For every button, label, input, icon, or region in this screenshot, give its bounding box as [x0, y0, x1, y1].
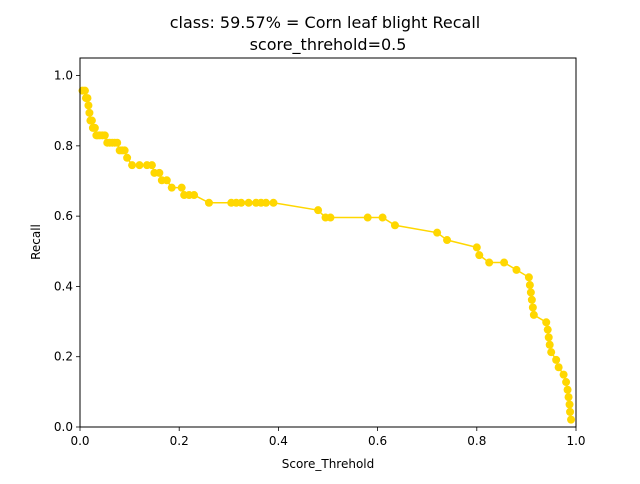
data-point — [512, 265, 521, 274]
data-point — [524, 273, 533, 282]
data-point — [177, 183, 186, 192]
data-point — [443, 236, 452, 245]
data-point — [80, 86, 89, 95]
x-tick-label: 0.0 — [70, 434, 89, 448]
data-point — [544, 333, 553, 342]
data-point — [204, 198, 213, 207]
data-point — [554, 363, 563, 372]
data-point — [269, 198, 278, 207]
data-point — [500, 258, 509, 267]
data-point — [162, 176, 171, 185]
data-point — [123, 153, 132, 162]
data-point — [545, 340, 554, 349]
data-point — [84, 101, 93, 110]
data-point — [314, 206, 323, 215]
data-point — [363, 213, 372, 222]
data-point — [167, 183, 176, 192]
chart-subtitle: score_threhold=0.5 — [250, 35, 407, 55]
data-point — [567, 415, 576, 424]
y-tick-label: 0.8 — [54, 139, 73, 153]
data-point — [565, 400, 574, 409]
data-point — [527, 295, 536, 304]
x-tick-label: 0.8 — [467, 434, 486, 448]
data-point — [475, 251, 484, 260]
data-point — [326, 213, 335, 222]
data-point — [237, 198, 246, 207]
y-tick-label: 0.0 — [54, 420, 73, 434]
y-tick-label: 0.4 — [54, 279, 73, 293]
data-point — [542, 318, 551, 327]
y-tick-label: 0.2 — [54, 350, 73, 364]
y-tick-label: 1.0 — [54, 69, 73, 83]
data-points — [78, 86, 576, 424]
plot-frame — [79, 57, 577, 428]
data-point — [529, 310, 538, 319]
data-point — [100, 131, 109, 140]
x-axis-label: Score_Threhold — [282, 457, 375, 471]
data-point — [485, 258, 494, 267]
y-axis-ticks: 0.0 0.2 0.4 0.6 0.8 1.0 — [54, 69, 80, 434]
data-point — [262, 198, 270, 207]
data-point — [87, 116, 96, 125]
x-tick-label: 0.4 — [269, 434, 288, 448]
data-point — [547, 348, 556, 357]
x-axis-ticks: 0.0 0.2 0.4 0.6 0.8 1.0 — [70, 427, 586, 448]
data-point — [564, 393, 573, 402]
data-point — [559, 370, 568, 379]
data-point — [543, 325, 552, 334]
y-axis-label: Recall — [29, 224, 43, 260]
data-point — [135, 161, 144, 170]
data-point — [472, 243, 481, 252]
data-point — [113, 138, 122, 147]
data-point — [147, 161, 156, 170]
data-point — [526, 288, 535, 297]
data-point — [528, 303, 537, 312]
data-point — [190, 191, 199, 200]
data-point — [562, 378, 571, 387]
data-point — [244, 198, 253, 207]
data-point — [155, 168, 164, 177]
data-point — [120, 146, 129, 155]
data-point — [552, 355, 561, 364]
data-point — [90, 123, 99, 132]
data-point — [433, 228, 442, 237]
x-tick-label: 0.2 — [170, 434, 189, 448]
data-point — [525, 281, 534, 290]
data-point — [378, 213, 387, 222]
x-tick-label: 0.6 — [368, 434, 387, 448]
x-tick-label: 1.0 — [566, 434, 585, 448]
chart-title: class: 59.57% = Corn leaf blight Recall — [170, 13, 481, 32]
y-tick-label: 0.6 — [54, 209, 73, 223]
data-point — [128, 161, 137, 170]
data-point — [563, 385, 572, 394]
data-point — [83, 94, 92, 103]
plot-area — [80, 58, 576, 427]
data-point — [566, 407, 575, 416]
data-point — [85, 108, 94, 117]
data-point — [390, 221, 399, 230]
